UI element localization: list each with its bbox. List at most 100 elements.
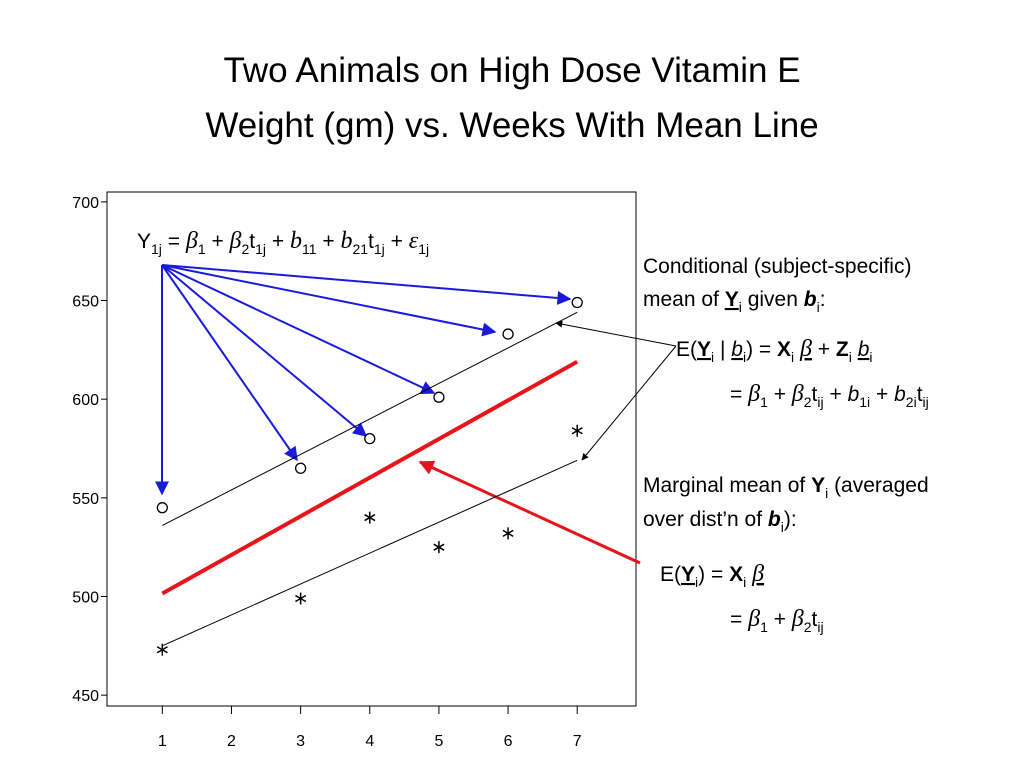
equation-part: 21 [352, 241, 368, 257]
black-arrows [555, 320, 677, 461]
equation-part: i [781, 519, 784, 535]
arrow [161, 264, 368, 437]
arrow [161, 264, 497, 337]
equation-part: 1j [255, 241, 266, 257]
equation-part: β [747, 381, 760, 407]
y-tick-label: 650 [72, 294, 99, 311]
y-tick-label: 500 [72, 589, 99, 606]
equation-part: t [812, 608, 818, 631]
line [161, 359, 579, 596]
equation-part: over dist’n of [643, 508, 768, 531]
equation-part: i [739, 299, 742, 315]
equation-part: β [185, 228, 198, 254]
marks [156, 296, 583, 656]
equation-part: β [791, 606, 804, 632]
equation-part: i [825, 485, 828, 501]
arrow [555, 320, 677, 347]
equation-part: 1i [859, 394, 870, 410]
equation-part: t [249, 230, 255, 253]
equation-part: + [768, 608, 792, 631]
y-tick-label: 550 [72, 491, 99, 508]
title-line: Weight (gm) vs. Weeks With Mean Line [205, 106, 818, 145]
equation-part: 1 [760, 394, 768, 410]
point [433, 541, 445, 554]
equation-part: t [917, 383, 923, 406]
equation-part: = [730, 608, 748, 631]
equation-part: given [742, 288, 804, 311]
equation-part: i [849, 349, 852, 365]
equation-part: Conditional (subject-specific) [643, 255, 911, 278]
equation-part: 2 [242, 241, 250, 257]
point [502, 328, 514, 340]
equation-part: Y [681, 563, 695, 586]
equation: = β1 + β2tij + b1i + b2itij [730, 381, 929, 410]
equation-part: ): [784, 508, 797, 531]
equation-part: X [777, 338, 791, 361]
equation-part: | [714, 338, 731, 361]
equation: Y1j = β1 + β2t1j + b11 + b21t1j + ε1j [137, 228, 429, 257]
equation-part: + [824, 383, 848, 406]
equation-part: ) = [746, 338, 777, 361]
y-tick-label: 600 [72, 392, 99, 409]
equation: E(Yi) = Xi β [660, 561, 764, 590]
arrow [581, 345, 677, 461]
point [571, 424, 583, 437]
equation-part: i [743, 349, 746, 365]
equation-part: Y [725, 288, 739, 311]
line [162, 459, 578, 647]
equation-part: β [799, 336, 812, 362]
point [156, 502, 168, 514]
equation-part: + [870, 383, 894, 406]
blue-arrows [155, 264, 572, 496]
x-tick-label: 3 [296, 733, 305, 750]
equation-part: + [385, 230, 409, 253]
equation-part: (averaged [828, 474, 928, 497]
equation-part: E( [676, 338, 697, 361]
equation-part: 2 [804, 619, 812, 635]
equation-part: i [869, 349, 872, 365]
point [294, 462, 307, 474]
point [364, 432, 376, 445]
equation: mean of Yi given bi: [643, 288, 826, 315]
equation-part: 1j [418, 241, 429, 257]
equation-part: Y [697, 338, 711, 361]
equation-part: ij [817, 394, 823, 410]
equation: Marginal mean of Yi (averaged [643, 474, 929, 501]
equation-part: = [730, 383, 748, 406]
equation-part: = [162, 230, 186, 253]
equation: over dist’n of bi): [643, 508, 797, 535]
equation-part: 1 [198, 241, 206, 257]
line [162, 311, 578, 526]
arrow [161, 264, 436, 394]
x-tick-label: 2 [227, 733, 236, 750]
equation-part: + [812, 338, 836, 361]
x-tick-label: 7 [573, 733, 582, 750]
equation-part: β [229, 228, 242, 254]
x-tick-label: 4 [365, 733, 374, 750]
equation-part: t [812, 383, 818, 406]
plot-frame [106, 191, 637, 707]
equation-part: Y [137, 230, 151, 253]
point [364, 511, 376, 524]
equation: Conditional (subject-specific) [643, 255, 911, 278]
equation-part: i [711, 349, 714, 365]
arrow [161, 264, 572, 305]
equation-part: b [848, 383, 860, 406]
equation-part: + [317, 230, 341, 253]
x-tick-label: 5 [434, 733, 443, 750]
equation-part: b [290, 228, 302, 254]
x-tick-label: 6 [504, 733, 513, 750]
y-tick-label: 700 [72, 195, 99, 212]
point [295, 592, 307, 605]
equation-part: ij [923, 394, 929, 410]
point [502, 527, 514, 540]
equation-part: t [368, 230, 374, 253]
equation-part: i [791, 349, 794, 365]
equation-part: β [747, 606, 760, 632]
equation-part: : [820, 288, 826, 311]
equation-part: b [894, 383, 906, 406]
equation-part: 11 [302, 241, 317, 257]
title-line: Two Animals on High Dose Vitamin E [223, 51, 800, 90]
equation-part: Marginal mean of [643, 474, 811, 497]
